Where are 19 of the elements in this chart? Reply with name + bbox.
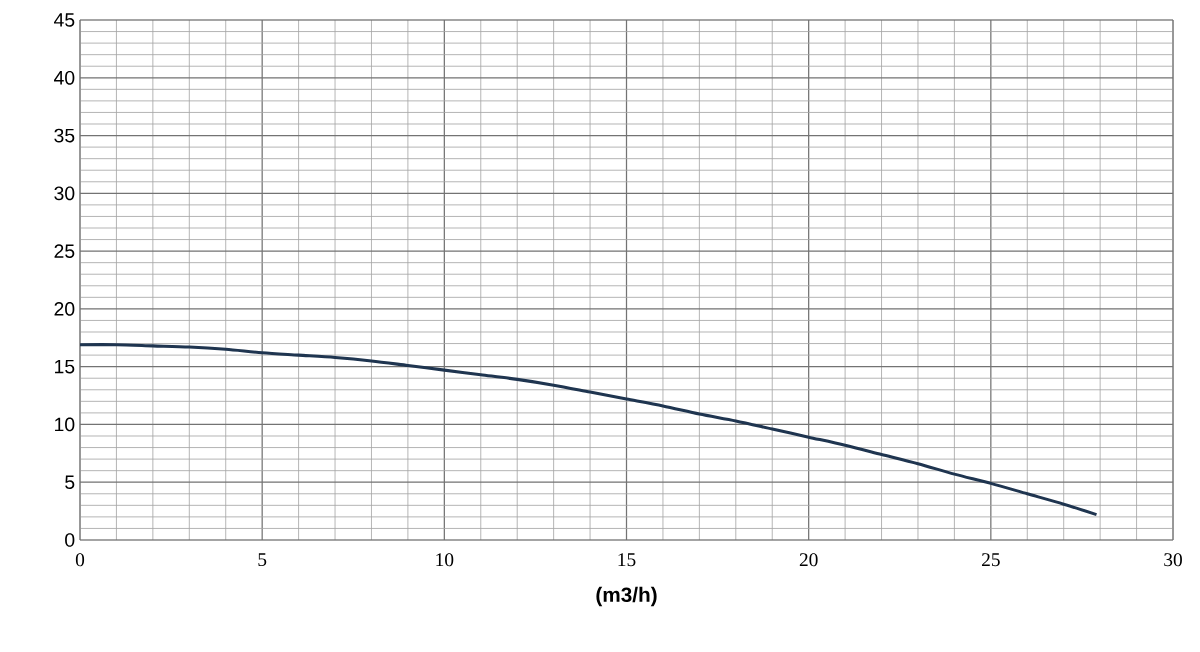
x-tick-label: 15 bbox=[618, 553, 636, 567]
y-tick-label: 40 bbox=[54, 70, 75, 85]
x-tick-label: 5 bbox=[258, 553, 267, 567]
y-tick-label: 35 bbox=[54, 128, 75, 143]
x-tick-label: 25 bbox=[982, 553, 1000, 567]
y-tick-label: 20 bbox=[54, 302, 75, 316]
y-tick-label: 30 bbox=[54, 186, 75, 201]
x-axis-title: (m3/h) bbox=[596, 586, 657, 607]
line-series bbox=[80, 343, 1099, 517]
y-tick-label: 5 bbox=[65, 475, 75, 489]
y-tick-label: 15 bbox=[55, 359, 75, 374]
y-tick-label: 45 bbox=[54, 13, 75, 27]
x-tick-label: 10 bbox=[436, 553, 454, 567]
x-tick-label: 0 bbox=[75, 553, 85, 567]
y-tick-label: 0 bbox=[65, 533, 75, 547]
x-tick-label: 30 bbox=[1164, 553, 1182, 567]
y-tick-label: 25 bbox=[54, 244, 75, 258]
x-tick-label: 20 bbox=[799, 553, 818, 567]
y-tick-label: 10 bbox=[55, 417, 75, 432]
